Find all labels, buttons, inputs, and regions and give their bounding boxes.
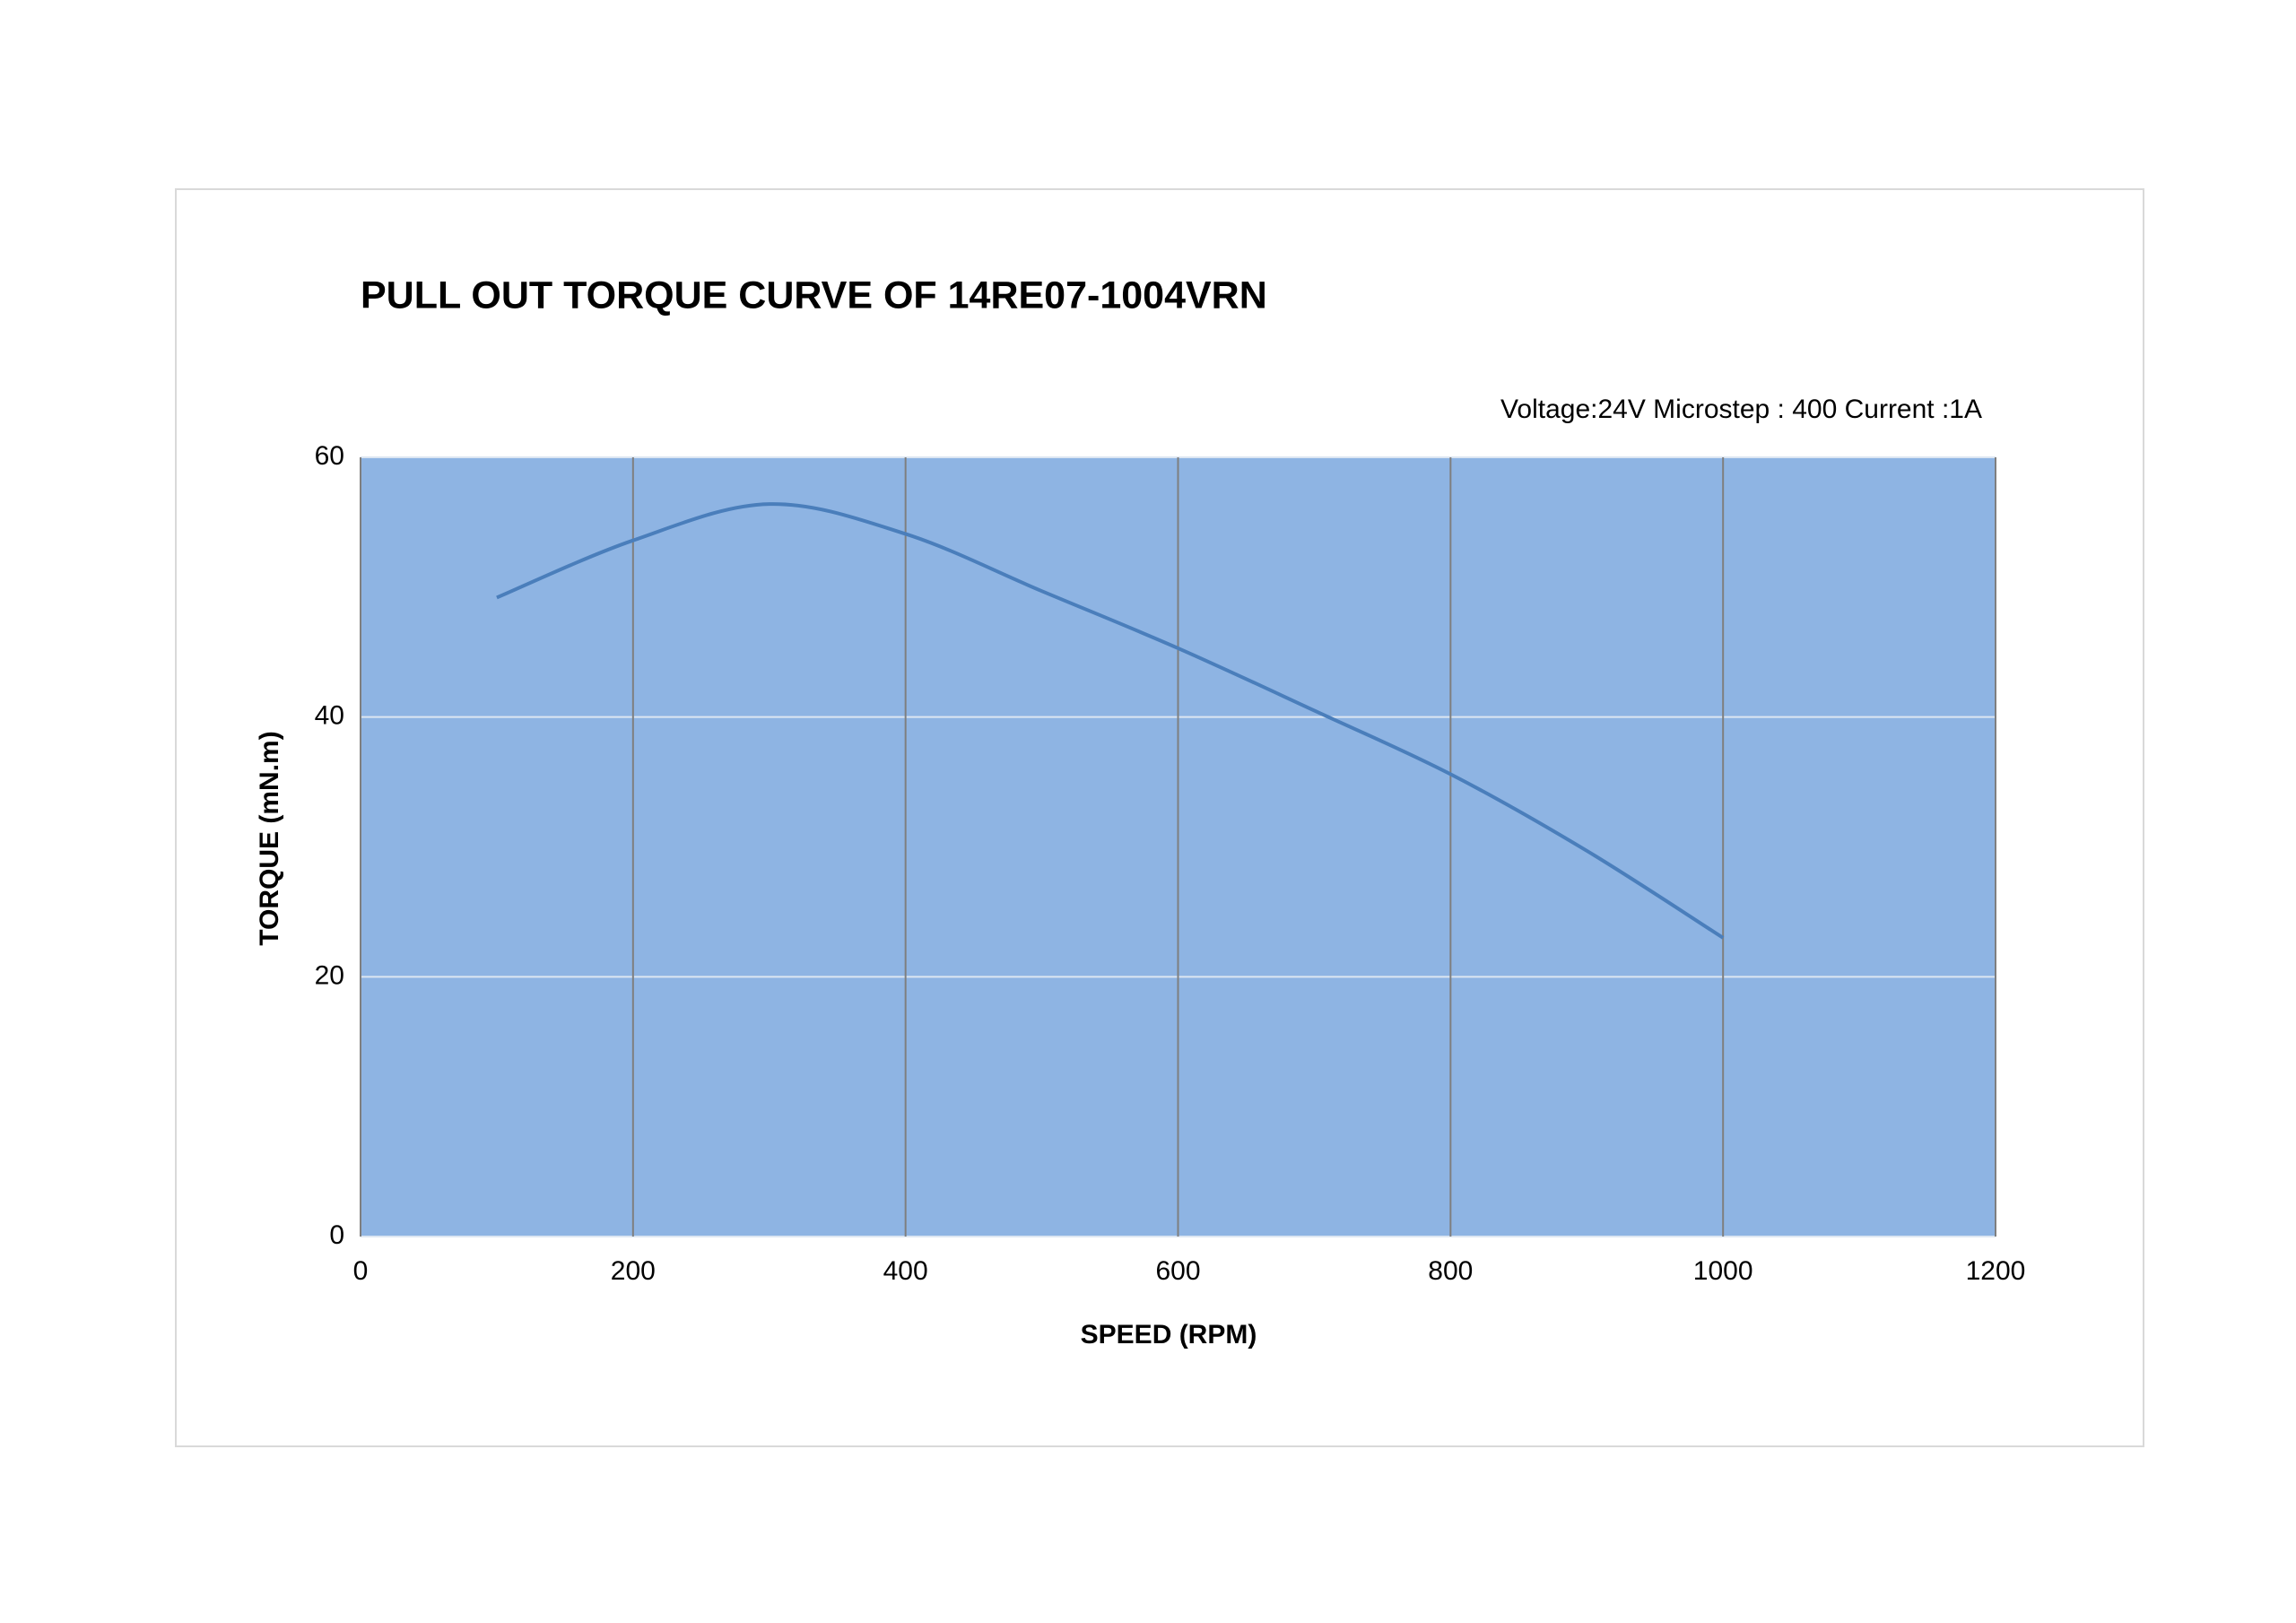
y-axis-title: TORQUE (mN.m) <box>255 731 284 945</box>
x-tick-label: 200 <box>611 1256 656 1286</box>
x-tick-label: 400 <box>883 1256 928 1286</box>
y-tick-label: 40 <box>315 701 344 731</box>
y-tick-label: 0 <box>329 1220 344 1250</box>
x-tick-label: 800 <box>1428 1256 1473 1286</box>
data-line <box>496 502 1725 940</box>
x-tick-label: 600 <box>1155 1256 1200 1286</box>
x-tick-label: 0 <box>353 1256 369 1286</box>
x-axis-title: SPEED (RPM) <box>1081 1320 1257 1350</box>
y-tick-label: 20 <box>315 960 344 990</box>
chart-subtitle: Voltage:24V Microstep : 400 Current :1A <box>1500 395 1982 424</box>
x-tick-label: 1000 <box>1693 1256 1753 1286</box>
y-tick-label: 60 <box>315 441 344 471</box>
x-tick-label: 1200 <box>1966 1256 2026 1286</box>
chart-title: PULL OUT TORQUE CURVE OF 14RE07-1004VRN <box>361 273 1267 317</box>
